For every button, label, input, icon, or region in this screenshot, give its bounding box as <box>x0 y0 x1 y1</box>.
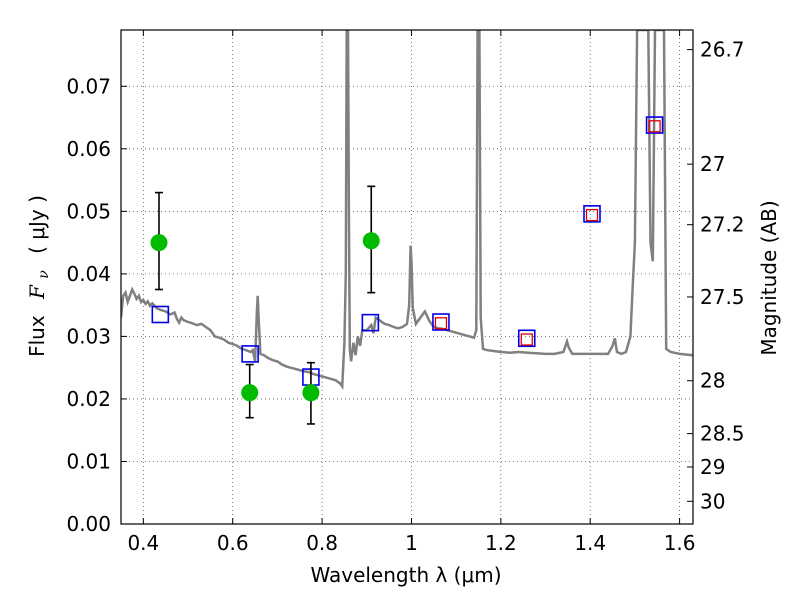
y-axis-label-prefix: Flux <box>25 315 49 357</box>
red-square-marker <box>585 208 599 222</box>
blue-square-marker <box>432 313 450 331</box>
y-tick-label: 0.01 <box>66 449 111 473</box>
y-tick-label: 0.02 <box>66 387 111 411</box>
model-spectrum-line <box>121 30 693 391</box>
red-square-marker <box>434 317 448 330</box>
axis-ticks: 0.4 0.6 0.8 1 1.2 1.4 1.6 0.00 0.01 0.02 0.03 0.04 0… <box>66 30 745 555</box>
green-data-point <box>241 384 259 402</box>
right-tick-label: 27.2 <box>700 213 745 237</box>
y-axis-label-right: Magnitude (AB) <box>757 200 781 355</box>
red-square-marker <box>648 120 661 133</box>
green-data-point <box>362 232 380 250</box>
right-tick-label: 30 <box>700 489 725 513</box>
x-tick-label: 0.6 <box>217 531 249 555</box>
blue-square-marker <box>241 345 259 363</box>
y-axis-label-subscript: ν <box>36 270 52 279</box>
red-square-marker <box>520 333 533 346</box>
x-tick-label: 1.2 <box>485 531 517 555</box>
y-tick-label: 0.04 <box>66 262 111 286</box>
y-tick-label: 0.07 <box>66 74 111 98</box>
blue-square-marker <box>151 305 170 324</box>
y-axis-label-left: Flux F ν ( μJy ) <box>25 195 53 357</box>
right-tick-label: 27.5 <box>700 285 745 309</box>
blue-square-marker <box>583 205 601 223</box>
y-axis-label-unit: ( μJy ) <box>25 195 49 254</box>
x-tick-label: 1.4 <box>574 531 606 555</box>
right-tick-label: 29 <box>700 455 725 479</box>
right-tick-label: 27 <box>700 152 725 176</box>
y-tick-label: 0.03 <box>66 324 111 348</box>
y-tick-label: 0.06 <box>66 137 111 161</box>
blue-square-marker <box>517 329 536 348</box>
blue-square-marker <box>645 116 664 134</box>
blue-square-marker <box>361 313 380 332</box>
green-data-point <box>302 384 320 402</box>
plot-frame <box>120 29 694 525</box>
x-tick-label: 1.6 <box>664 531 696 555</box>
y-tick-label: 0.05 <box>66 199 111 223</box>
x-tick-label: 0.4 <box>127 531 159 555</box>
grid-lines <box>121 30 693 525</box>
x-axis-label: Wavelength λ (μm) <box>310 563 501 587</box>
right-tick-label: 26.7 <box>700 38 745 62</box>
x-tick-label: 1 <box>405 531 418 555</box>
right-tick-label: 28 <box>700 369 725 393</box>
plot-area <box>121 30 693 425</box>
right-tick-label: 28.5 <box>700 422 745 446</box>
y-tick-label: 0.00 <box>66 512 111 536</box>
y-axis-label-symbol: F <box>25 284 49 300</box>
x-tick-label: 0.8 <box>306 531 338 555</box>
green-data-point <box>150 234 168 252</box>
